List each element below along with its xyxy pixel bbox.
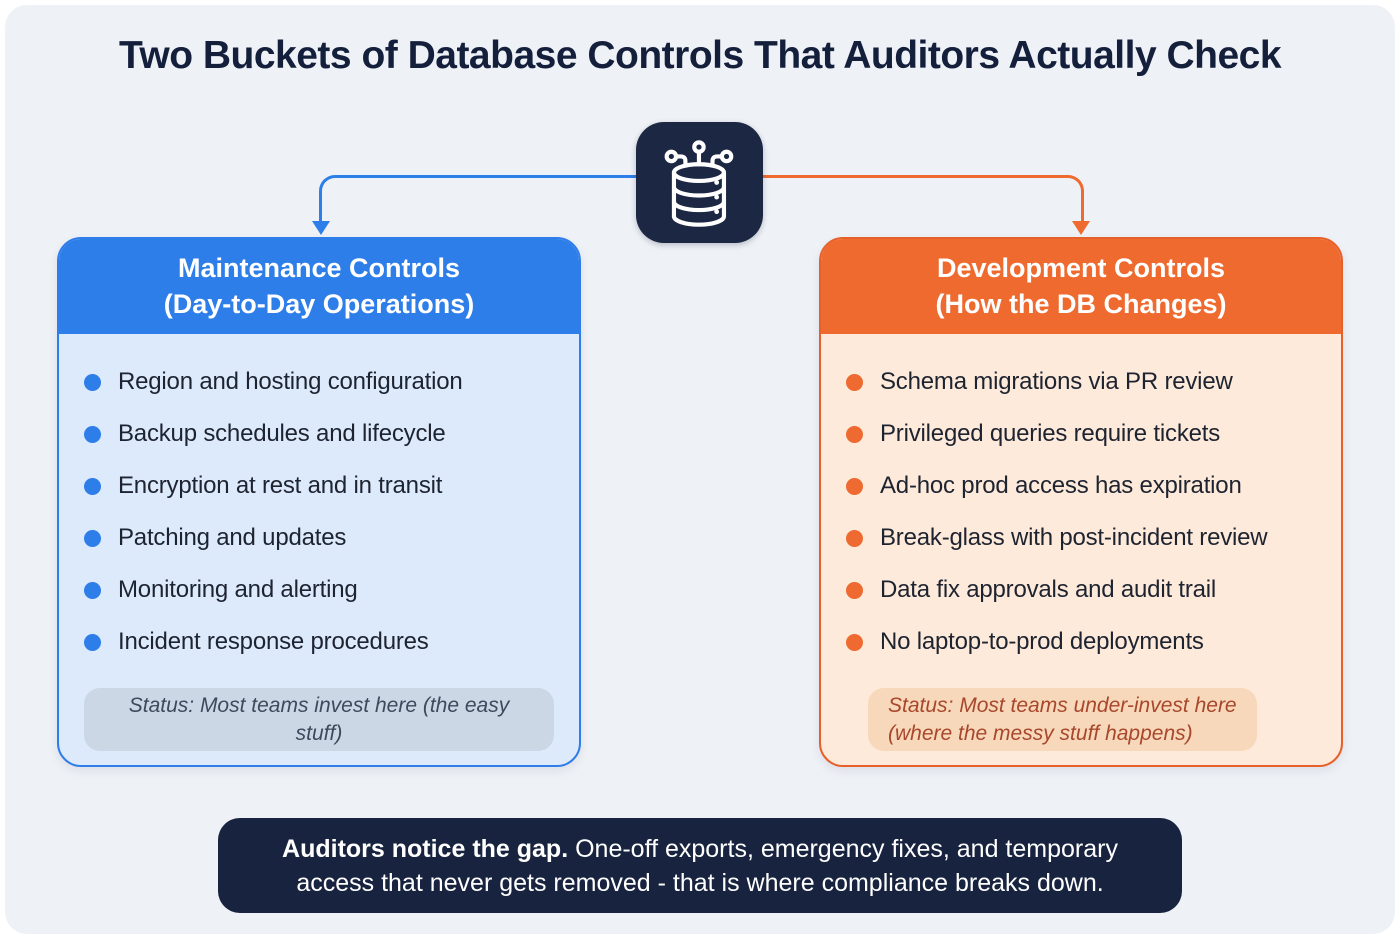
database-network-icon [636, 122, 763, 243]
bullet-dot-icon [846, 373, 863, 391]
bullet-dot-icon [84, 477, 101, 495]
page-title: Two Buckets of Database Controls That Au… [118, 34, 1282, 77]
card-maintenance: Maintenance Controls (Day-to-Day Operati… [57, 237, 581, 767]
list-item: Encryption at rest and in transit [84, 460, 554, 512]
list-item: Ad-hoc prod access has expiration [846, 460, 1316, 512]
card-development: Development Controls (How the DB Changes… [819, 237, 1343, 767]
list-item: Backup schedules and lifecycle [84, 408, 554, 460]
list-item-label: Region and hosting configuration [118, 368, 463, 395]
list-item: Monitoring and alerting [84, 564, 554, 616]
list-item: Region and hosting configuration [84, 356, 554, 408]
card-title-line1: Maintenance Controls [177, 252, 461, 283]
list-item-label: Incident response procedures [118, 628, 429, 655]
card-maintenance-header: Maintenance Controls (Day-to-Day Operati… [59, 239, 579, 334]
list-item-label: Privileged queries require tickets [880, 420, 1221, 447]
card-development-header: Development Controls (How the DB Changes… [821, 239, 1341, 334]
card-development-body: Schema migrations via PR review Privileg… [821, 334, 1341, 752]
list-item-label: Break-glass with post-incident review [880, 524, 1268, 551]
list-item: Incident response procedures [84, 616, 554, 668]
connector-line-blue [319, 175, 640, 227]
status-badge: Status: Most teams invest here (the easy… [84, 688, 554, 752]
bullet-dot-icon [846, 581, 863, 599]
bullet-dot-icon [846, 633, 863, 651]
footer-note: Auditors notice the gap. One-off exports… [218, 818, 1182, 913]
list-item-label: Schema migrations via PR review [880, 368, 1233, 395]
bullet-dot-icon [846, 425, 863, 443]
footer-line1: Auditors notice the gap. One-off exports… [282, 832, 1118, 866]
list-item: Patching and updates [84, 512, 554, 564]
list-item: Privileged queries require tickets [846, 408, 1316, 460]
card-title-line1: Development Controls [936, 252, 1226, 283]
status-badge: Status: Most teams under-invest here (wh… [868, 688, 1257, 752]
bullet-dot-icon [84, 581, 101, 599]
list-item-label: Ad-hoc prod access has expiration [880, 472, 1242, 499]
bullet-dot-icon [84, 425, 101, 443]
footer-line1-rest: One-off exports, emergency fixes, and te… [568, 834, 1118, 863]
list-item: Data fix approvals and audit trail [846, 564, 1316, 616]
list-item: Break-glass with post-incident review [846, 512, 1316, 564]
card-title-line2: (How the DB Changes) [935, 288, 1227, 319]
card-title-line2: (Day-to-Day Operations) [163, 288, 475, 319]
bullet-dot-icon [846, 477, 863, 495]
bullet-dot-icon [84, 633, 101, 651]
list-item-label: Patching and updates [118, 524, 347, 551]
list-item: No laptop-to-prod deployments [846, 616, 1316, 668]
bullet-dot-icon [846, 529, 863, 547]
footer-lead: Auditors notice the gap. [282, 834, 569, 863]
card-maintenance-body: Region and hosting configuration Backup … [59, 334, 579, 752]
connector-line-orange [763, 175, 1084, 227]
bullet-dot-icon [84, 529, 101, 547]
status-text: (where the messy stuff happens) [888, 721, 1193, 745]
arrow-down-icon-orange [1072, 221, 1090, 235]
list-item-label: Data fix approvals and audit trail [880, 576, 1217, 603]
bullet-dot-icon [84, 373, 101, 391]
list-item-label: Monitoring and alerting [118, 576, 358, 603]
list-item: Schema migrations via PR review [846, 356, 1316, 408]
status-text: Status: Most teams under-invest here [888, 694, 1237, 717]
arrow-down-icon-blue [312, 221, 330, 235]
footer-line2: access that never gets removed - that is… [296, 868, 1104, 897]
list-item-label: Encryption at rest and in transit [118, 472, 443, 499]
maintenance-list: Region and hosting configuration Backup … [84, 356, 554, 668]
list-item-label: No laptop-to-prod deployments [880, 628, 1204, 655]
development-list: Schema migrations via PR review Privileg… [846, 356, 1316, 668]
list-item-label: Backup schedules and lifecycle [118, 420, 446, 447]
status-text: Status: Most teams invest here (the easy… [128, 694, 510, 745]
